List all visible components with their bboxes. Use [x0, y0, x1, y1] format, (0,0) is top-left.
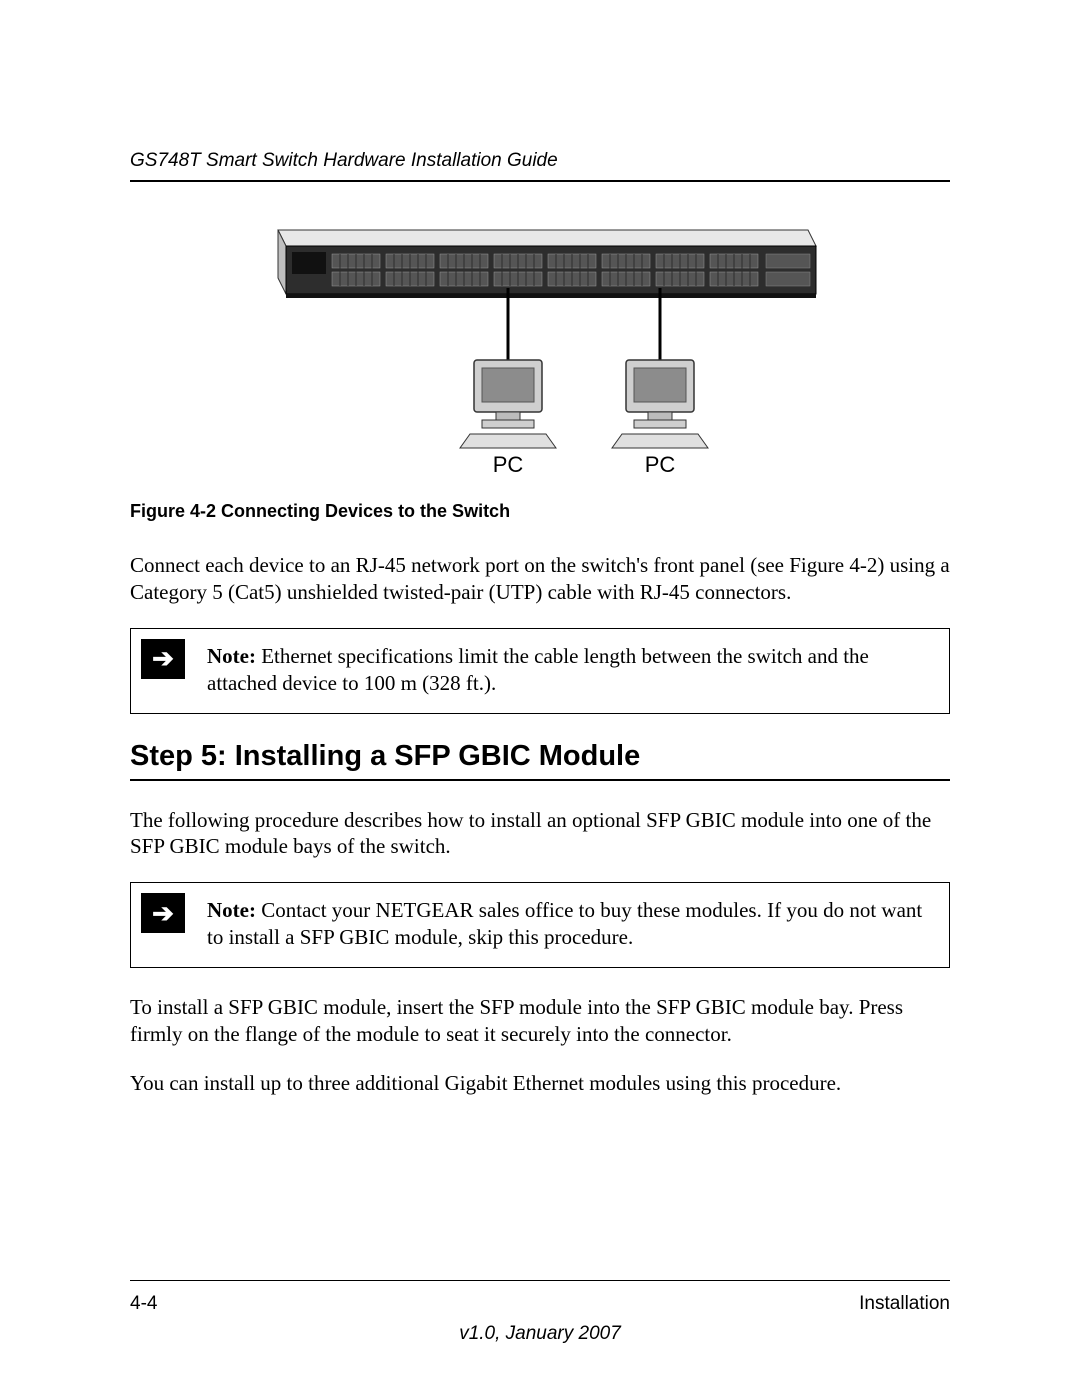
note-text: Note: Contact your NETGEAR sales office … — [201, 883, 949, 967]
note-label: Note: — [207, 898, 256, 922]
switch-diagram-svg: PC PC — [260, 210, 820, 478]
note-body: Ethernet specifications limit the cable … — [207, 644, 869, 695]
note-arrow-icon: ➔ — [131, 883, 201, 943]
paragraph-step5-intro: The following procedure describes how to… — [130, 807, 950, 861]
note-ethernet-length: ➔ Note: Ethernet specifications limit th… — [130, 628, 950, 714]
figure-caption: Figure 4-2 Connecting Devices to the Swi… — [130, 501, 950, 522]
footer-rule — [130, 1280, 950, 1281]
paragraph-install-sfp: To install a SFP GBIC module, insert the… — [130, 994, 950, 1048]
paragraph-connect: Connect each device to an RJ-45 network … — [130, 552, 950, 606]
footer-row: 4-4 Installation — [130, 1293, 950, 1315]
note-arrow-icon: ➔ — [131, 629, 201, 689]
footer-version: v1.0, January 2007 — [0, 1323, 1080, 1345]
note-text: Note: Ethernet specifications limit the … — [201, 629, 949, 713]
note-label: Note: — [207, 644, 256, 668]
section-rule — [130, 779, 950, 781]
note-body: Contact your NETGEAR sales office to buy… — [207, 898, 922, 949]
footer-page-number: 4-4 — [130, 1293, 157, 1315]
footer-section: Installation — [859, 1293, 950, 1315]
pc-label-right: PC — [645, 452, 676, 477]
pc-label-left: PC — [493, 452, 524, 477]
page: GS748T Smart Switch Hardware Installatio… — [0, 0, 1080, 1397]
figure-4-2: PC PC — [130, 210, 950, 483]
pc-left-icon — [460, 360, 556, 448]
section-heading-step5: Step 5: Installing a SFP GBIC Module — [130, 740, 950, 773]
pc-right-icon — [612, 360, 708, 448]
running-header: GS748T Smart Switch Hardware Installatio… — [130, 150, 950, 182]
note-contact-netgear: ➔ Note: Contact your NETGEAR sales offic… — [130, 882, 950, 968]
paragraph-up-to-three: You can install up to three additional G… — [130, 1070, 950, 1097]
